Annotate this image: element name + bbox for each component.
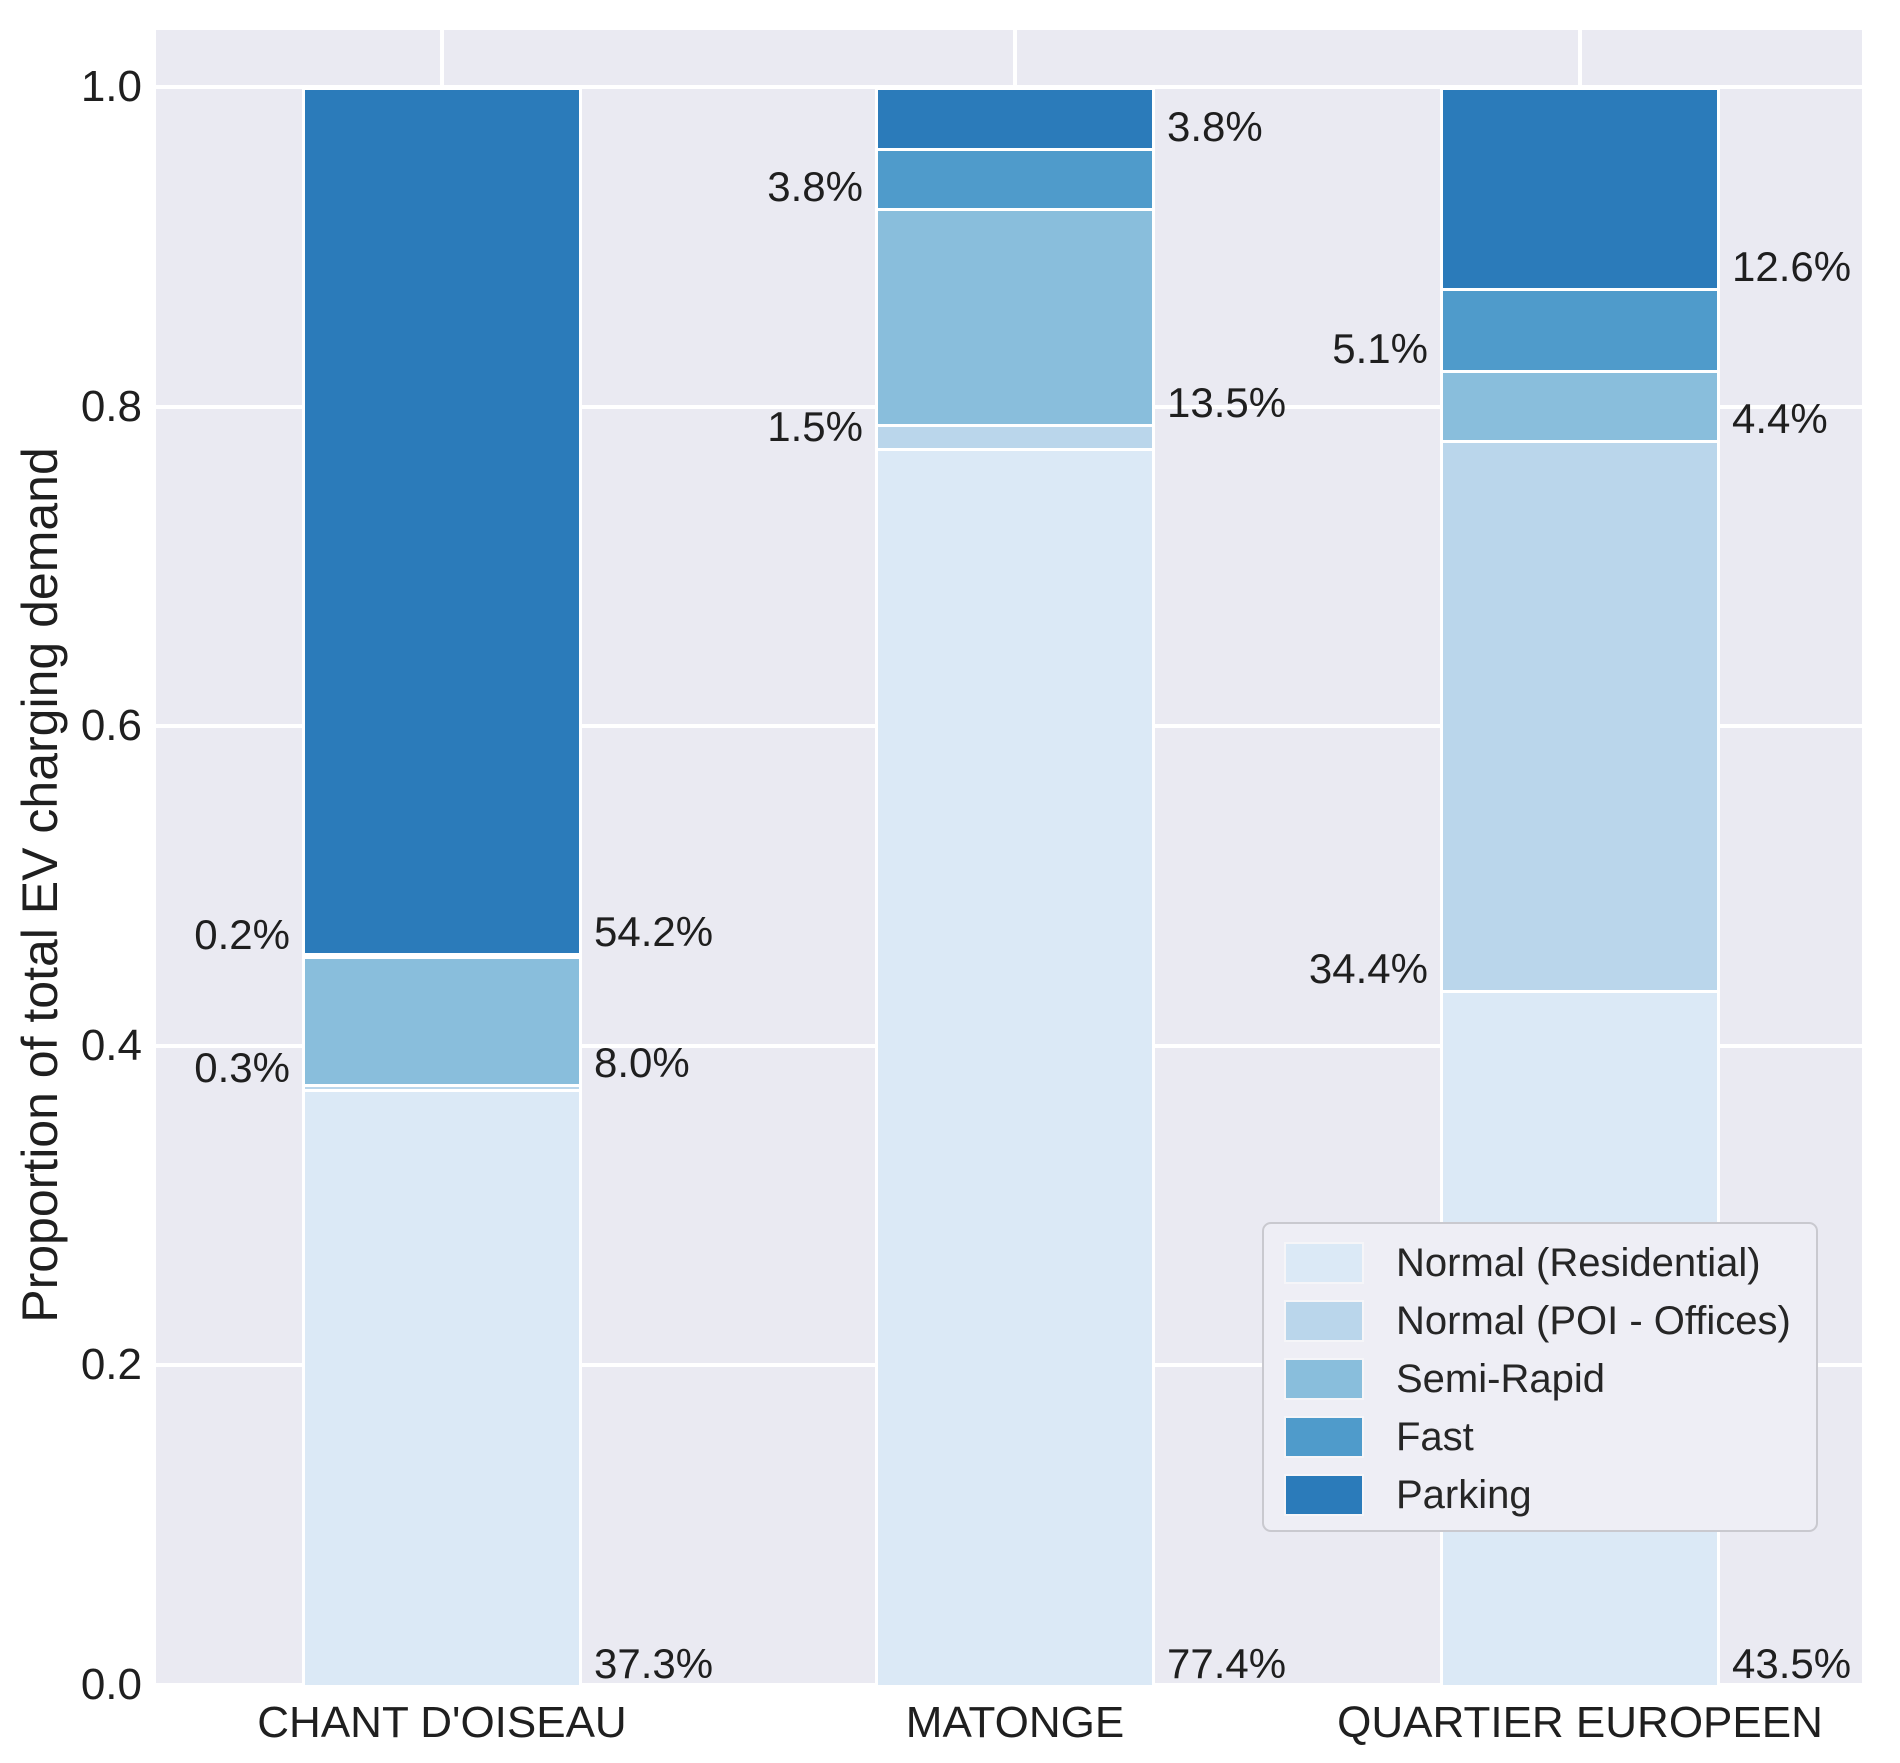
segment-value-label: 5.1% — [1332, 324, 1428, 372]
x-tick-label-matonge: MATONGE — [905, 1698, 1125, 1747]
legend-row-normal-poi-offices: Normal (POI - Offices) — [1264, 1292, 1816, 1350]
legend-swatch-normal-residential — [1284, 1242, 1364, 1284]
legend-row-fast: Fast — [1264, 1408, 1816, 1466]
legend-label: Normal (POI - Offices) — [1396, 1298, 1791, 1343]
segment-value-label: 43.5% — [1732, 1640, 1852, 1687]
bar-segment-normal-residential — [305, 1088, 579, 1685]
x-tick-label-quartier-europeen: QUARTIER EUROPEEN — [1337, 1698, 1823, 1747]
bar-segment-parking — [1443, 87, 1717, 289]
segment-value-label: 3.8% — [1167, 102, 1263, 150]
legend: Normal (Residential) Normal (POI - Office… — [1262, 1222, 1818, 1532]
legend-swatch-fast — [1284, 1416, 1364, 1458]
segment-value-label: 1.5% — [767, 403, 863, 451]
y-tick-label: 0.2 — [80, 1340, 142, 1390]
bar-segment-parking — [305, 87, 579, 954]
bar-segment-normal-poi-offices — [305, 1084, 579, 1089]
y-gridline — [156, 85, 1862, 89]
stacked-bar-matonge — [875, 87, 1155, 1685]
legend-swatch-semi-rapid — [1284, 1358, 1364, 1400]
y-axis-label: Proportion of total EV charging demand — [12, 447, 68, 1323]
y-tick-label: 0.8 — [80, 381, 142, 431]
segment-value-label: 37.3% — [594, 1640, 714, 1687]
legend-row-normal-residential: Normal (Residential) — [1264, 1234, 1816, 1292]
bar-segment-normal-residential — [878, 448, 1152, 1685]
legend-label: Normal (Residential) — [1396, 1240, 1761, 1285]
legend-label: Parking — [1396, 1472, 1532, 1517]
stacked-bar-chant-d-oiseau — [302, 87, 582, 1685]
legend-row-semi-rapid: Semi-Rapid — [1264, 1350, 1816, 1408]
bar-segment-parking — [878, 87, 1152, 148]
legend-label: Fast — [1396, 1414, 1474, 1459]
segment-value-label: 8.0% — [594, 1039, 690, 1087]
bar-segment-semi-rapid — [1443, 369, 1717, 441]
y-tick-label: 1.0 — [80, 62, 142, 111]
stacked-bar-quartier-europeen — [1440, 87, 1720, 1685]
y-tick-label: 0.0 — [80, 1660, 142, 1709]
segment-value-label: 54.2% — [594, 908, 714, 956]
segment-value-label: 34.4% — [1308, 944, 1428, 992]
bar-segment-semi-rapid — [878, 208, 1152, 425]
segment-value-label: 0.3% — [194, 1043, 290, 1091]
bar-segment-normal-poi-offices — [1443, 440, 1717, 990]
y-tick-label: 0.4 — [80, 1020, 142, 1070]
segment-value-label: 12.6% — [1732, 243, 1852, 291]
y-tick-label: 0.6 — [80, 701, 142, 751]
segment-value-label: 0.2% — [194, 911, 290, 959]
bar-segment-fast — [1443, 288, 1717, 370]
bar-segment-normal-poi-offices — [878, 424, 1152, 449]
segment-value-label: 13.5% — [1167, 379, 1287, 427]
segment-value-label: 77.4% — [1167, 1640, 1287, 1687]
segment-value-label: 3.8% — [767, 163, 863, 211]
segment-value-label: 4.4% — [1732, 395, 1828, 443]
y-gridline — [156, 1683, 1862, 1687]
bar-segment-semi-rapid — [305, 956, 579, 1085]
bar-segment-fast — [305, 953, 579, 957]
legend-swatch-parking — [1284, 1474, 1364, 1516]
legend-label: Semi-Rapid — [1396, 1356, 1605, 1401]
legend-swatch-normal-poi-offices — [1284, 1300, 1364, 1342]
bar-segment-fast — [878, 147, 1152, 209]
x-tick-label-chant-d-oiseau: CHANT D'OISEAU — [257, 1698, 627, 1747]
legend-row-parking: Parking — [1264, 1466, 1816, 1524]
